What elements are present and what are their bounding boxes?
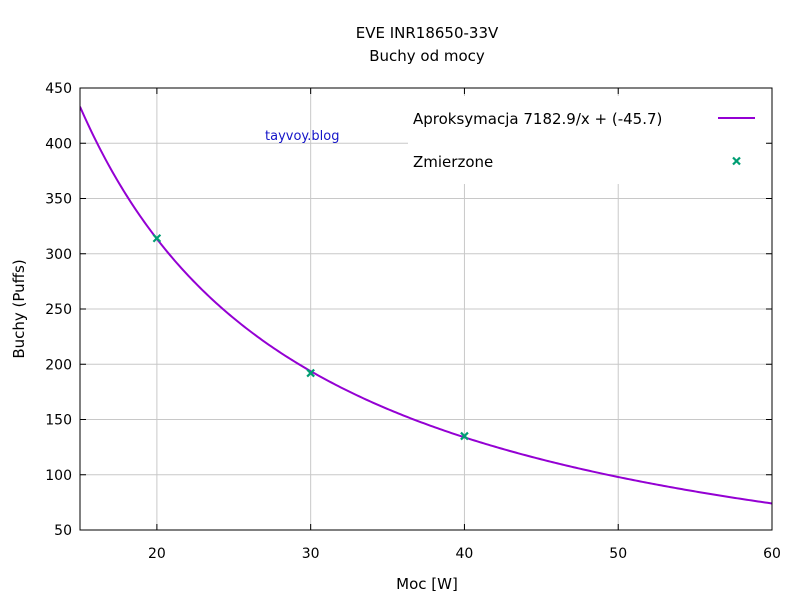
y-tick-label: 250	[45, 302, 72, 318]
data-point	[306, 368, 315, 378]
data-point	[152, 234, 162, 243]
x-tick-label: 60	[763, 546, 781, 562]
tick-labels: 20 30 40 50 60 50 100 150 200 250 300 350 400 450	[45, 81, 781, 562]
y-tick-label: 150	[45, 413, 72, 429]
legend: Aproksymacja 7182.9/x + (-45.7) Zmierzone	[413, 110, 755, 171]
y-tick-label: 200	[45, 357, 72, 373]
plot-frame	[79, 87, 773, 531]
x-tick-label: 20	[148, 546, 166, 562]
legend-label-measured: Zmierzone	[413, 153, 493, 171]
x-axis-label: Moc [W]	[396, 575, 458, 593]
data-point	[460, 431, 469, 441]
series-layer	[80, 106, 772, 505]
y-tick-label: 100	[45, 468, 72, 484]
legend-background	[408, 96, 768, 184]
legend-box	[408, 96, 768, 184]
y-tick-label: 400	[45, 136, 72, 152]
watermark-annotation: tayvoy.blog	[265, 129, 339, 144]
fit-curve	[80, 106, 772, 505]
chart-subtitle: Buchy od mocy	[369, 47, 485, 65]
plot-border	[79, 87, 773, 531]
x-tick-label: 40	[456, 546, 474, 562]
y-tick-label: 450	[45, 81, 72, 97]
y-tick-label: 50	[54, 523, 72, 539]
legend-label-fit: Aproksymacja 7182.9/x + (-45.7)	[413, 110, 662, 128]
chart-title: EVE INR18650-33V	[356, 24, 499, 42]
y-tick-label: 300	[45, 247, 72, 263]
legend-swatch-measured	[732, 156, 741, 166]
x-tick-label: 30	[302, 546, 320, 562]
y-tick-label: 350	[45, 192, 72, 208]
y-axis-label: Buchy (Puffs)	[10, 259, 28, 358]
x-tick-label: 50	[609, 546, 627, 562]
